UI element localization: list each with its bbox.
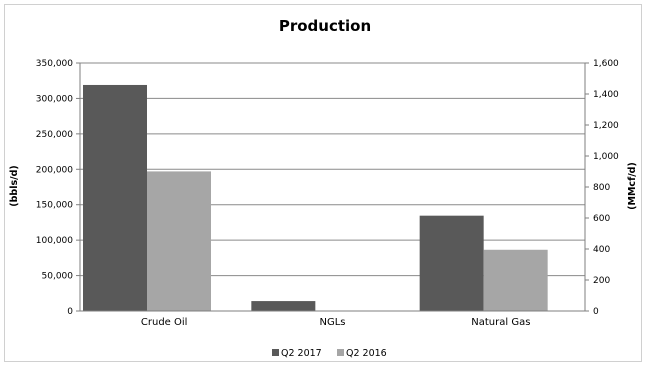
chart-title: Production xyxy=(279,17,371,35)
right-axis-title: (MMcf/d) xyxy=(627,162,638,210)
bar-natural-gas-q2-2016 xyxy=(483,249,548,311)
right-tick-label: 0 xyxy=(593,307,599,317)
left-tick-label: 0 xyxy=(67,307,73,317)
left-tick-label: 150,000 xyxy=(36,201,73,211)
right-tick-label: 600 xyxy=(593,214,610,224)
left-tick-label: 50,000 xyxy=(42,272,74,282)
right-tick-label: 1,200 xyxy=(593,121,619,131)
bar-crude-oil-q2-2017 xyxy=(83,84,147,311)
right-tick-label: 1,600 xyxy=(593,59,619,69)
right-tick-label: 200 xyxy=(593,276,610,286)
legend-label: Q2 2017 xyxy=(281,348,322,359)
bar-ngls-q2-2017 xyxy=(251,301,316,311)
right-tick-label: 800 xyxy=(593,183,610,193)
right-tick-label: 1,400 xyxy=(593,90,619,100)
bar-natural-gas-q2-2017 xyxy=(419,215,484,311)
legend-label: Q2 2016 xyxy=(346,348,387,359)
bar-crude-oil-q2-2016 xyxy=(147,171,211,311)
left-tick-label: 300,000 xyxy=(36,94,73,104)
category-label: NGLs xyxy=(319,317,345,328)
left-axis-title: (bbls/d) xyxy=(9,165,20,206)
left-tick-label: 250,000 xyxy=(36,130,73,140)
left-tick-label: 200,000 xyxy=(36,165,73,175)
right-tick-label: 1,000 xyxy=(593,152,619,162)
category-label: Natural Gas xyxy=(471,317,530,328)
legend-swatch xyxy=(272,349,279,356)
right-tick-label: 400 xyxy=(593,245,610,255)
left-tick-label: 350,000 xyxy=(36,59,73,69)
bars xyxy=(83,84,548,311)
legend: Q2 2017 Q2 2016 xyxy=(272,348,387,359)
axes xyxy=(76,62,589,312)
legend-swatch xyxy=(337,349,344,356)
tick-labels: 0 50,000 100,000 150,000 200,000 250,000 300,0… xyxy=(36,59,619,328)
left-tick-label: 100,000 xyxy=(36,236,73,246)
category-label: Crude Oil xyxy=(141,317,188,328)
